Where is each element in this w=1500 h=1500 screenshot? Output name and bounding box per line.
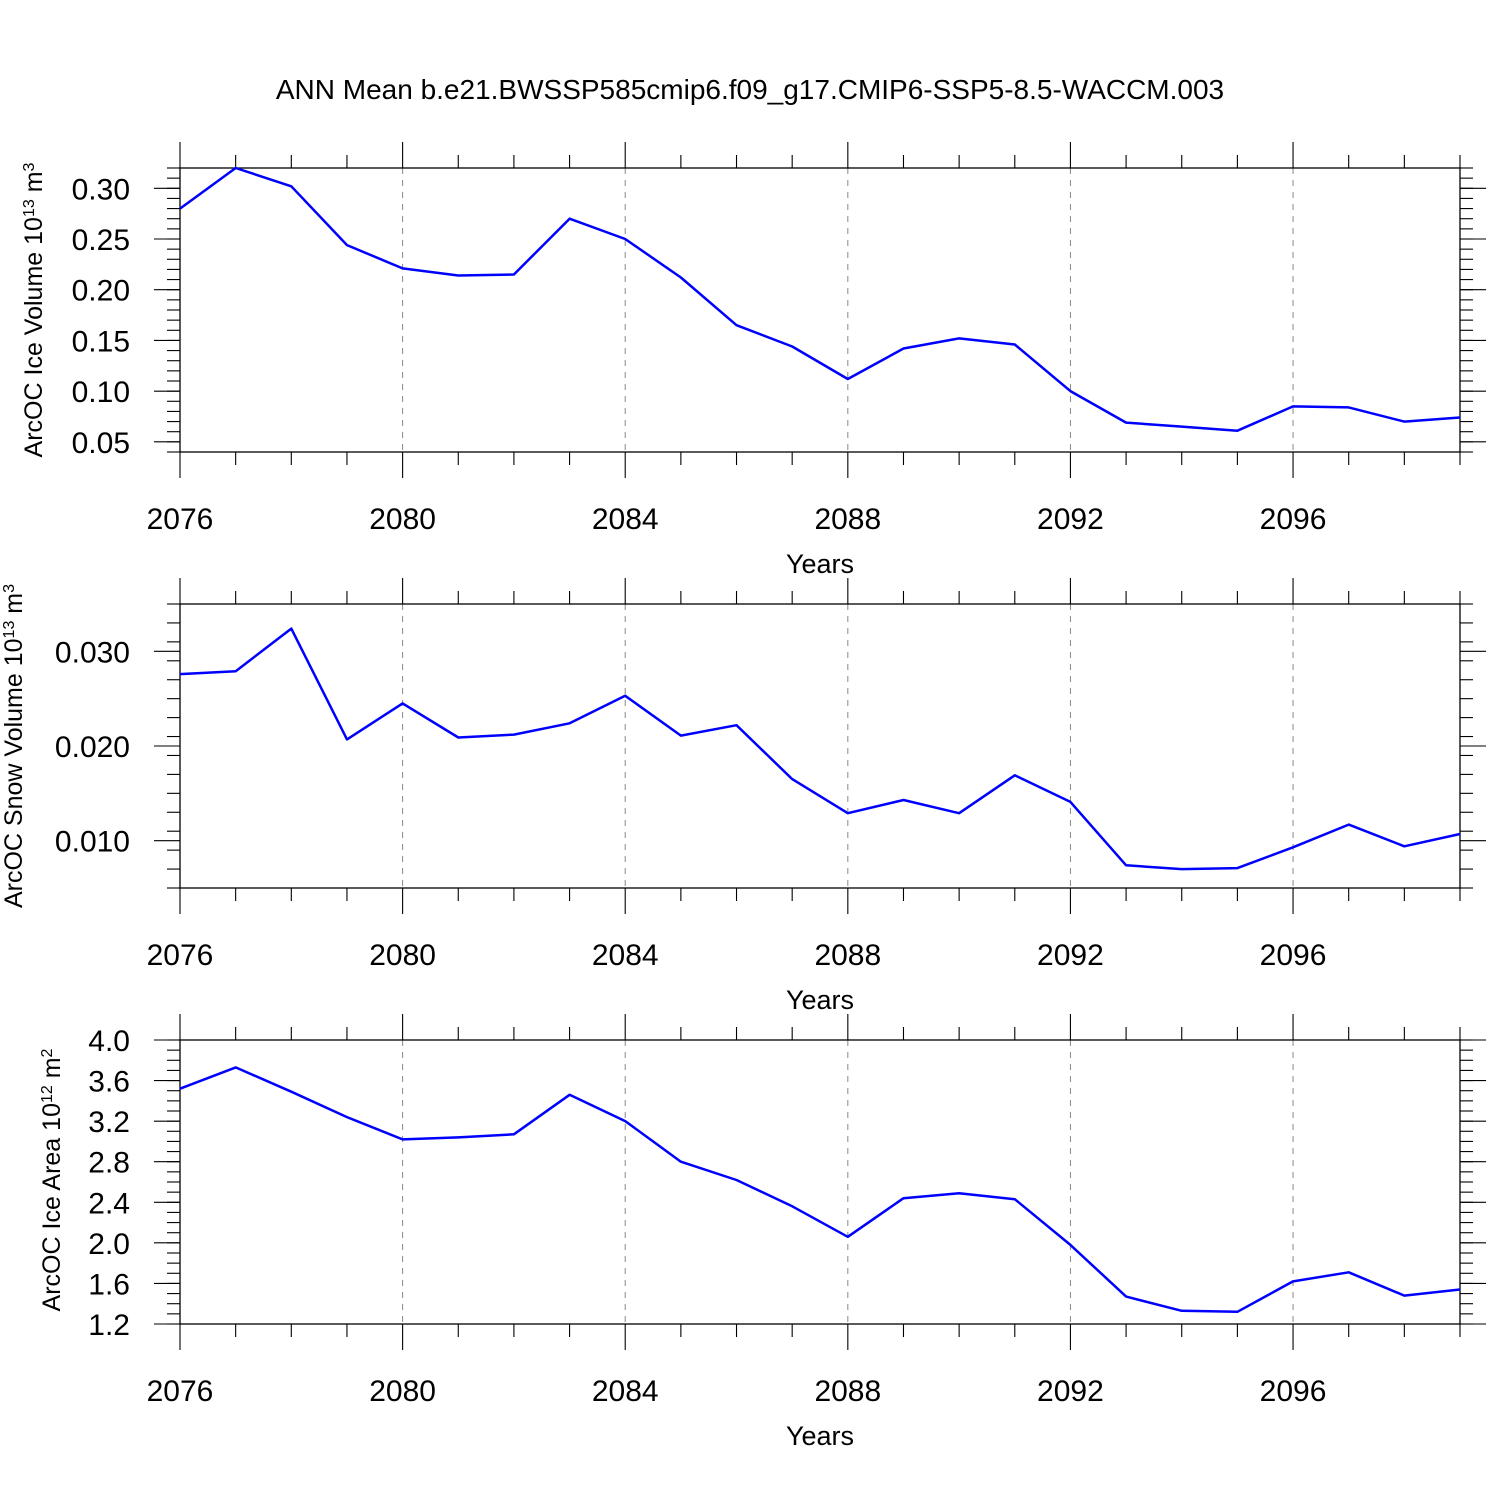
y-tick-label: 0.25 — [72, 224, 130, 257]
x-tick-label: 2092 — [1037, 503, 1104, 536]
y-axis-label: ArcOC Ice Area 1012 m2 — [38, 1048, 66, 1311]
x-tick-label: 2096 — [1260, 939, 1327, 972]
y-tick-label: 1.6 — [88, 1268, 130, 1301]
x-tick-label: 2080 — [369, 503, 436, 536]
y-tick-label: 0.10 — [72, 376, 130, 409]
x-tick-label: 2084 — [592, 939, 659, 972]
y-axis-label-text: ArcOC Snow Volume 10 — [0, 638, 28, 908]
y-axis-label-superscript: 3 — [21, 162, 38, 171]
y-axis-label: ArcOC Snow Volume 1013 m3 — [0, 584, 28, 908]
series-line — [179, 627, 1461, 871]
series-line — [179, 1066, 1461, 1314]
plot-frame — [179, 1039, 1461, 1325]
y-axis-label-superscript: 13 — [21, 199, 38, 217]
x-tick-label: 2084 — [592, 503, 659, 536]
y-tick-label: 3.2 — [88, 1106, 130, 1139]
panel-3: 2076 2080 2084 2088 2092 2096 Years 1.2 1.6 2.0 2.… — [38, 1014, 1486, 1451]
x-tick-label: 2080 — [369, 939, 436, 972]
y-tick-label: 0.05 — [72, 427, 130, 460]
x-tick-label: 2088 — [814, 1375, 881, 1408]
y-tick-label: 2.8 — [88, 1147, 130, 1180]
y-axis-label-text: m — [38, 1057, 66, 1085]
panel-1: 2076 2080 2084 2088 2092 2096 Years 0.05 0.10 0.1… — [20, 142, 1486, 579]
y-axis-label: ArcOC Ice Volume 1013 m3 — [20, 162, 48, 457]
x-tick-label: 2076 — [147, 1375, 214, 1408]
x-tick-label: 2096 — [1260, 1375, 1327, 1408]
y-axis-label-superscript: 12 — [39, 1085, 56, 1103]
y-axis-label-text: ArcOC Ice Volume 10 — [20, 217, 48, 457]
x-tick-label: 2092 — [1037, 1375, 1104, 1408]
x-axis-label: Years — [786, 985, 854, 1015]
figure-title: ANN Mean b.e21.BWSSP585cmip6.f09_g17.CMI… — [276, 74, 1224, 105]
x-tick-label: 2088 — [814, 939, 881, 972]
x-tick-label: 2076 — [147, 503, 214, 536]
x-axis-label: Years — [786, 549, 854, 579]
y-axis-label-text: m — [20, 171, 48, 199]
x-tick-label: 2076 — [147, 939, 214, 972]
y-tick-label: 0.30 — [72, 173, 130, 206]
y-axis-label-superscript: 2 — [39, 1048, 56, 1057]
y-tick-label: 0.010 — [55, 826, 130, 859]
y-tick-label: 0.020 — [55, 731, 130, 764]
y-tick-label: 0.20 — [72, 275, 130, 308]
x-tick-label: 2080 — [369, 1375, 436, 1408]
y-axis-label-superscript: 13 — [1, 621, 18, 639]
plot-frame — [179, 603, 1461, 889]
y-tick-label: 1.2 — [88, 1309, 130, 1342]
plot-frame — [179, 167, 1461, 453]
y-tick-label: 4.0 — [88, 1025, 130, 1058]
y-tick-label: 2.4 — [88, 1187, 130, 1220]
y-tick-label: 0.030 — [55, 636, 130, 669]
x-tick-label: 2096 — [1260, 503, 1327, 536]
x-tick-label: 2088 — [814, 503, 881, 536]
y-tick-label: 3.6 — [88, 1066, 130, 1099]
y-axis-label-text: m — [0, 593, 28, 621]
x-tick-label: 2092 — [1037, 939, 1104, 972]
panel-2: 2076 2080 2084 2088 2092 2096 Years 0.010 0.020 0… — [0, 578, 1486, 1015]
y-tick-label: 2.0 — [88, 1228, 130, 1261]
y-tick-label: 0.15 — [72, 325, 130, 358]
series-line — [179, 166, 1461, 432]
y-axis-label-text: ArcOC Ice Area 10 — [38, 1103, 66, 1311]
y-axis-label-superscript: 3 — [1, 584, 18, 593]
x-axis-label: Years — [786, 1421, 854, 1451]
x-tick-label: 2084 — [592, 1375, 659, 1408]
